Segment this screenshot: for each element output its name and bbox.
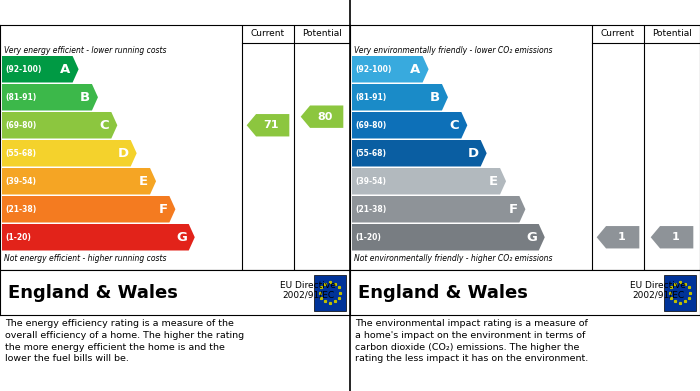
Text: F: F (158, 203, 167, 216)
Polygon shape (352, 140, 486, 167)
Polygon shape (2, 140, 136, 167)
Text: Energy Efficiency Rating: Energy Efficiency Rating (6, 6, 168, 19)
Text: (69-80): (69-80) (355, 121, 386, 130)
Polygon shape (352, 168, 506, 194)
Text: (21-38): (21-38) (355, 205, 386, 214)
Text: (1-20): (1-20) (5, 233, 31, 242)
Polygon shape (352, 56, 428, 83)
Text: (81-91): (81-91) (5, 93, 36, 102)
Text: (92-100): (92-100) (355, 65, 391, 74)
Text: (1-20): (1-20) (355, 233, 381, 242)
Text: G: G (176, 231, 187, 244)
Text: E: E (489, 175, 498, 188)
Text: B: B (80, 91, 90, 104)
Text: 71: 71 (263, 120, 279, 130)
Text: D: D (118, 147, 129, 160)
Text: The environmental impact rating is a measure of
a home's impact on the environme: The environmental impact rating is a mea… (355, 319, 588, 363)
Text: Potential: Potential (652, 29, 692, 38)
Text: (92-100): (92-100) (5, 65, 41, 74)
Polygon shape (596, 226, 639, 248)
Text: Environmental Impact (CO₂) Rating: Environmental Impact (CO₂) Rating (355, 6, 587, 19)
Text: (21-38): (21-38) (5, 205, 36, 214)
Text: B: B (430, 91, 440, 104)
Polygon shape (2, 196, 176, 222)
Bar (664, 274, 696, 310)
Text: England & Wales: England & Wales (8, 283, 178, 301)
Text: Not environmentally friendly - higher CO₂ emissions: Not environmentally friendly - higher CO… (354, 254, 552, 263)
Text: (55-68): (55-68) (5, 149, 36, 158)
Text: A: A (60, 63, 71, 76)
Text: (55-68): (55-68) (355, 149, 386, 158)
Text: Potential: Potential (302, 29, 342, 38)
Text: C: C (449, 119, 459, 132)
Text: C: C (99, 119, 109, 132)
Text: Not energy efficient - higher running costs: Not energy efficient - higher running co… (4, 254, 167, 263)
Text: F: F (508, 203, 517, 216)
Text: (69-80): (69-80) (5, 121, 36, 130)
Text: 1: 1 (671, 232, 679, 242)
Polygon shape (352, 224, 545, 251)
Text: A: A (410, 63, 421, 76)
Text: D: D (468, 147, 479, 160)
Text: 1: 1 (617, 232, 625, 242)
Text: England & Wales: England & Wales (358, 283, 528, 301)
Text: (39-54): (39-54) (355, 177, 386, 186)
Bar (314, 274, 346, 310)
Polygon shape (2, 56, 78, 83)
Text: Current: Current (601, 29, 635, 38)
Polygon shape (352, 196, 526, 222)
Text: (39-54): (39-54) (5, 177, 36, 186)
Polygon shape (2, 224, 195, 251)
Polygon shape (352, 112, 468, 138)
Text: G: G (526, 231, 537, 244)
Polygon shape (246, 114, 289, 136)
Text: 80: 80 (318, 112, 333, 122)
Polygon shape (2, 168, 156, 194)
Polygon shape (2, 112, 118, 138)
Text: EU Directive
2002/91/EC: EU Directive 2002/91/EC (280, 281, 336, 300)
Text: Very energy efficient - lower running costs: Very energy efficient - lower running co… (4, 46, 167, 55)
Text: Very environmentally friendly - lower CO₂ emissions: Very environmentally friendly - lower CO… (354, 46, 552, 55)
Polygon shape (352, 84, 448, 111)
Text: Current: Current (251, 29, 285, 38)
Polygon shape (301, 106, 343, 128)
Polygon shape (2, 84, 98, 111)
Text: The energy efficiency rating is a measure of the
overall efficiency of a home. T: The energy efficiency rating is a measur… (5, 319, 244, 363)
Text: E: E (139, 175, 148, 188)
Text: EU Directive
2002/91/EC: EU Directive 2002/91/EC (630, 281, 686, 300)
Polygon shape (651, 226, 693, 248)
Text: (81-91): (81-91) (355, 93, 386, 102)
